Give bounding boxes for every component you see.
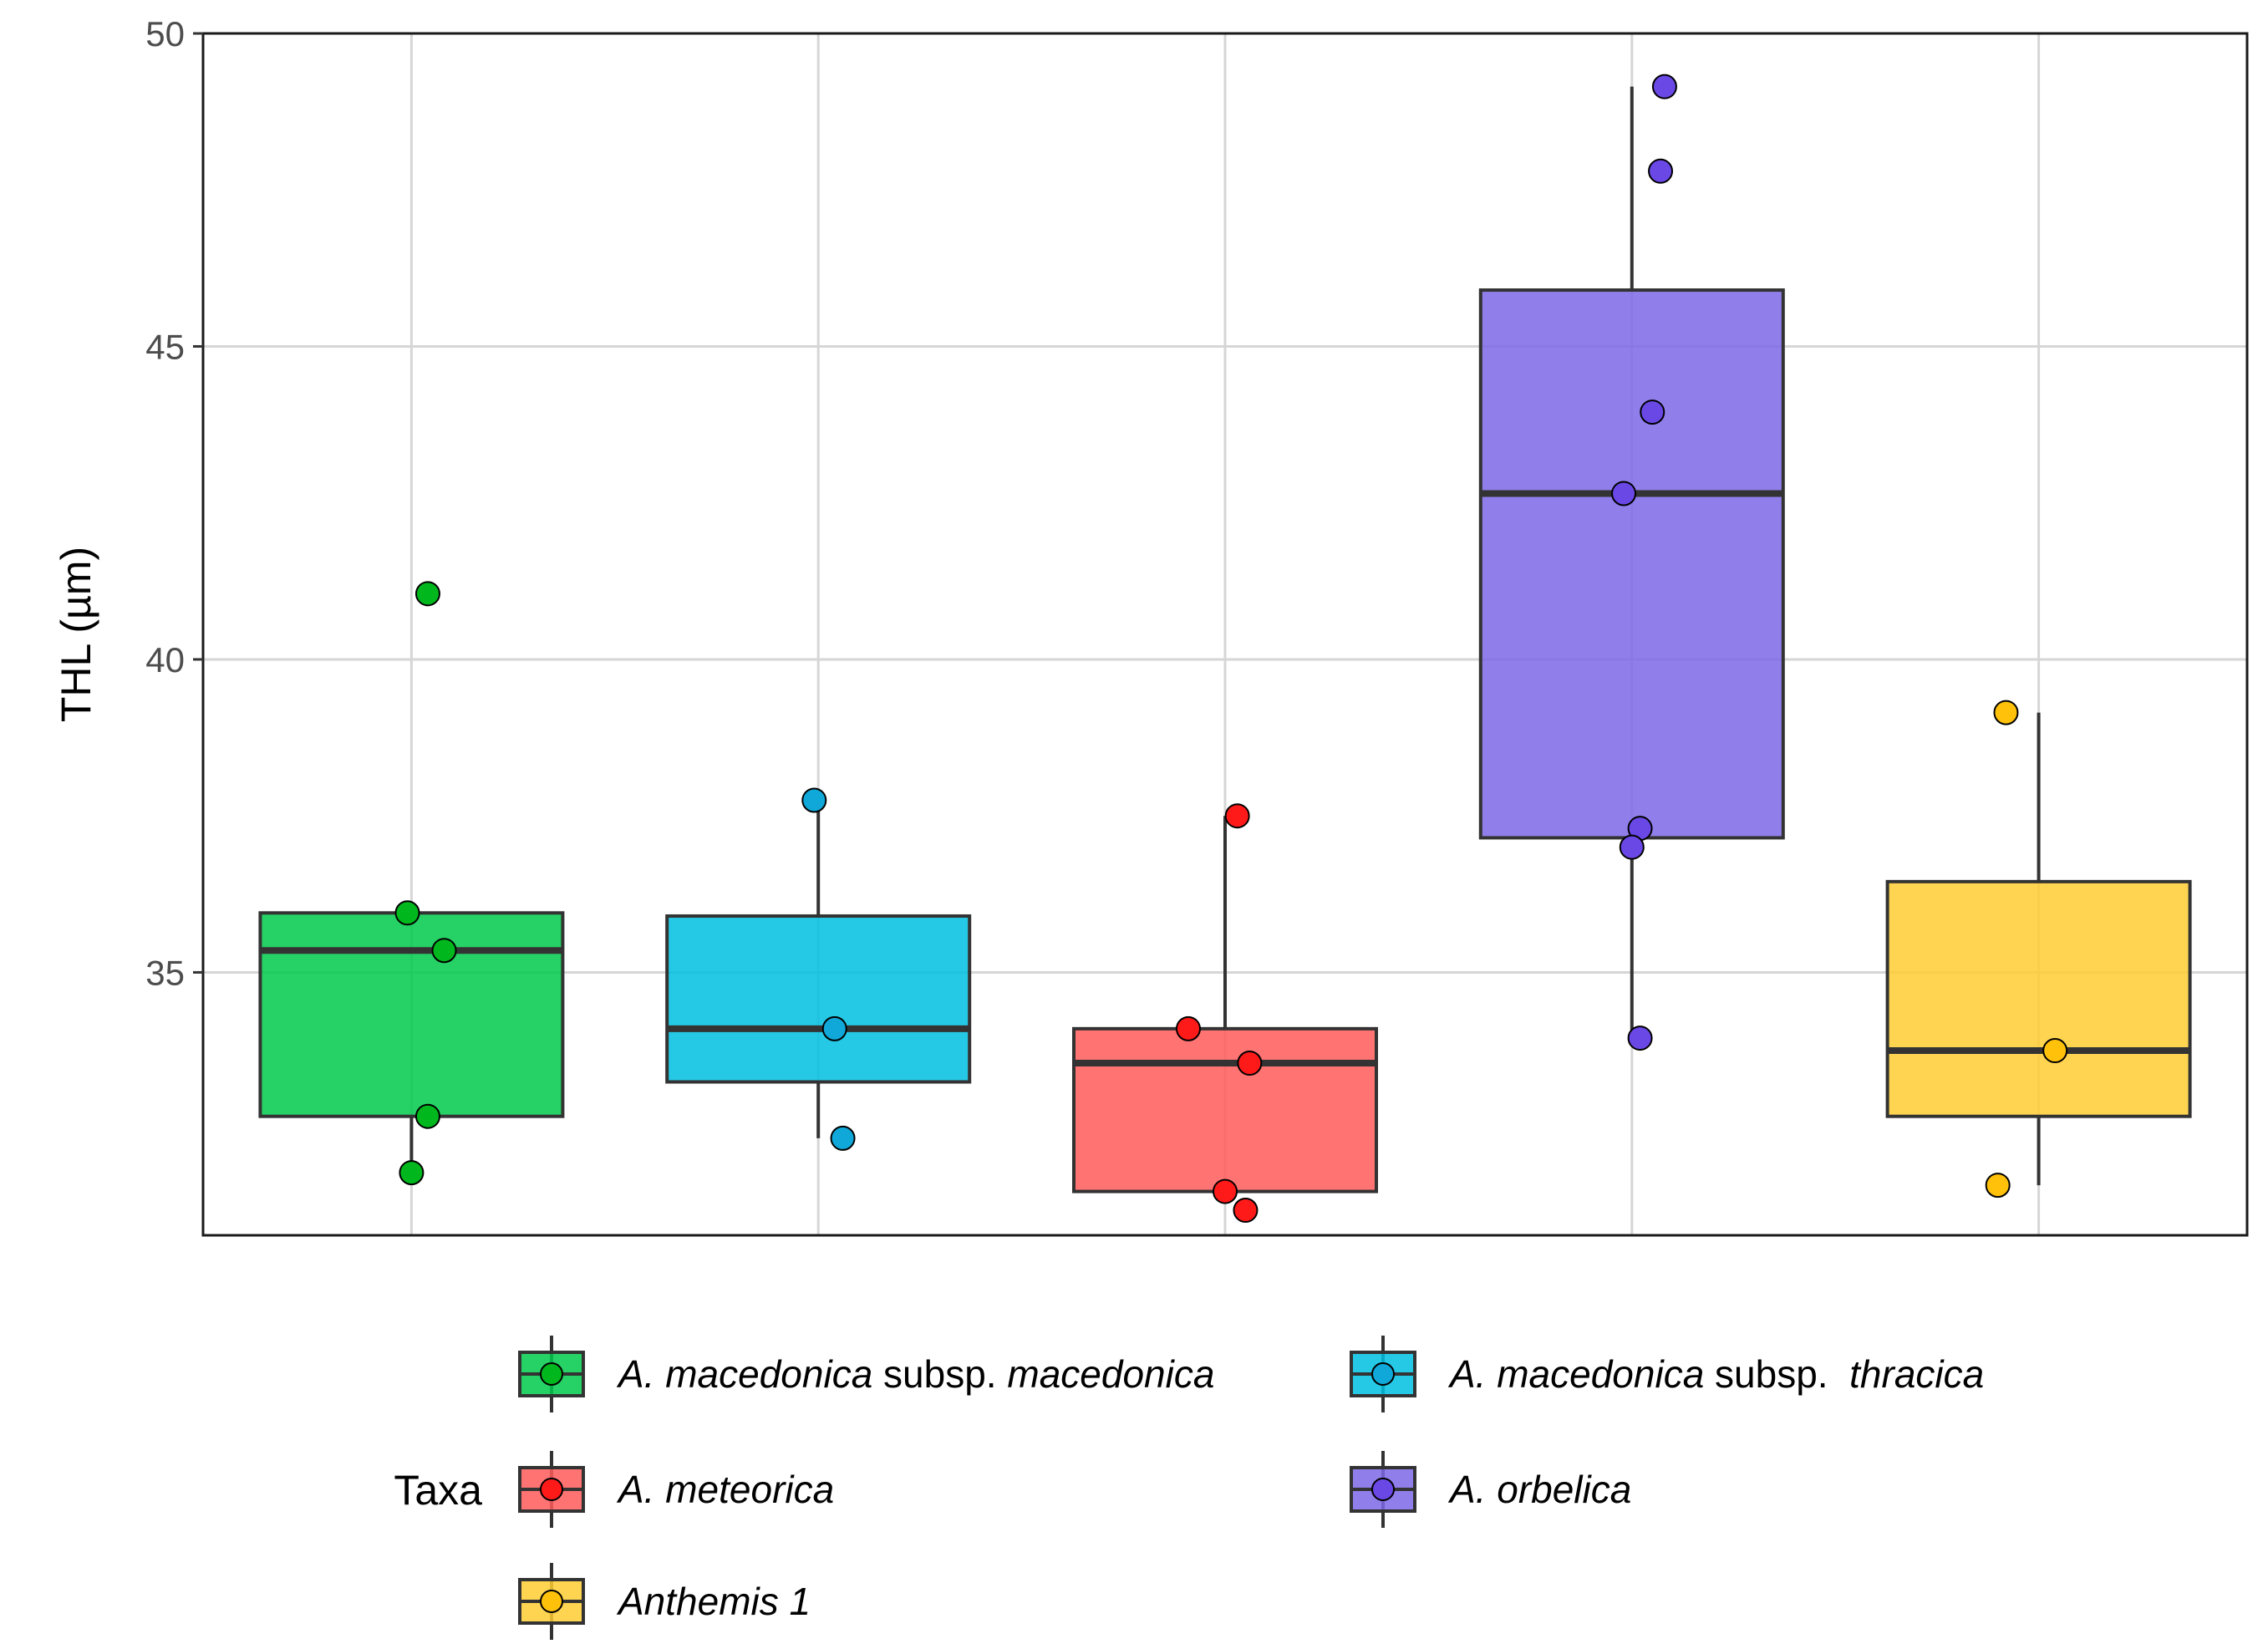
y-tick-label: 50 (145, 14, 185, 53)
data-point (2042, 1038, 2068, 1064)
data-point (1175, 1015, 1201, 1041)
legend-item-4: A. orbelica (1350, 1451, 1631, 1528)
data-point (414, 581, 440, 607)
legend-item-3: A. meteorica (518, 1451, 834, 1528)
box-group-3 (1071, 816, 1379, 1193)
y-tick-label: 45 (145, 327, 185, 366)
data-point (1985, 1173, 2011, 1199)
legend-label: A. orbelica (1447, 1468, 1631, 1511)
data-point (830, 1125, 856, 1151)
data-point (414, 1103, 440, 1129)
data-point (1627, 1026, 1653, 1051)
data-point (1651, 74, 1677, 99)
data-point (1619, 834, 1645, 860)
legend-key-point (1371, 1478, 1395, 1501)
y-tick-label: 40 (145, 640, 185, 679)
y-axis-title: THL (µm) (53, 547, 99, 722)
box-iqr (1885, 879, 2192, 1118)
box-group-4 (1478, 86, 1785, 1039)
legend-item-5: Anthemis 1 (518, 1563, 811, 1640)
legend-key-point (540, 1362, 563, 1386)
data-point (1611, 481, 1637, 506)
data-point (394, 900, 420, 926)
data-point (1648, 158, 1674, 184)
legend-label: Anthemis 1 (616, 1580, 811, 1623)
y-axis: 35 40 45 50 (145, 14, 203, 992)
legend-label: A. macedonica subsp. macedonica (616, 1352, 1214, 1396)
panel-border (201, 32, 2249, 1237)
data-point (1233, 1198, 1259, 1224)
legend-key-point (540, 1478, 563, 1501)
box-group-2 (665, 800, 972, 1138)
box-iqr (1478, 288, 1785, 840)
points (394, 74, 2068, 1224)
legend-label: A. meteorica (616, 1468, 834, 1511)
legend-key-point (540, 1590, 563, 1613)
data-point (821, 1015, 847, 1041)
box-iqr (665, 914, 972, 1084)
box-iqr (258, 911, 565, 1118)
data-point (399, 1160, 425, 1186)
data-point (1237, 1051, 1263, 1076)
legend-label: A. macedonica subsp. thracica (1447, 1352, 1984, 1396)
legend-key-point (1371, 1362, 1395, 1386)
data-point (1224, 803, 1250, 829)
data-point (1993, 700, 2019, 725)
data-point (1640, 400, 1665, 425)
boxes (258, 86, 2192, 1193)
box-group-5 (1885, 712, 2192, 1186)
legend-item-2: A. macedonica subsp. thracica (1350, 1336, 1984, 1412)
y-tick-label: 35 (145, 953, 185, 992)
legend-item-1: A. macedonica subsp. macedonica (518, 1336, 1214, 1412)
data-point (431, 938, 457, 964)
data-point (1213, 1178, 1238, 1204)
data-point (801, 787, 827, 813)
box-iqr (1071, 1026, 1379, 1193)
legend: Taxa A. macedonica subsp. macedonica A. ma… (394, 1336, 1984, 1640)
legend-title: Taxa (394, 1467, 482, 1514)
